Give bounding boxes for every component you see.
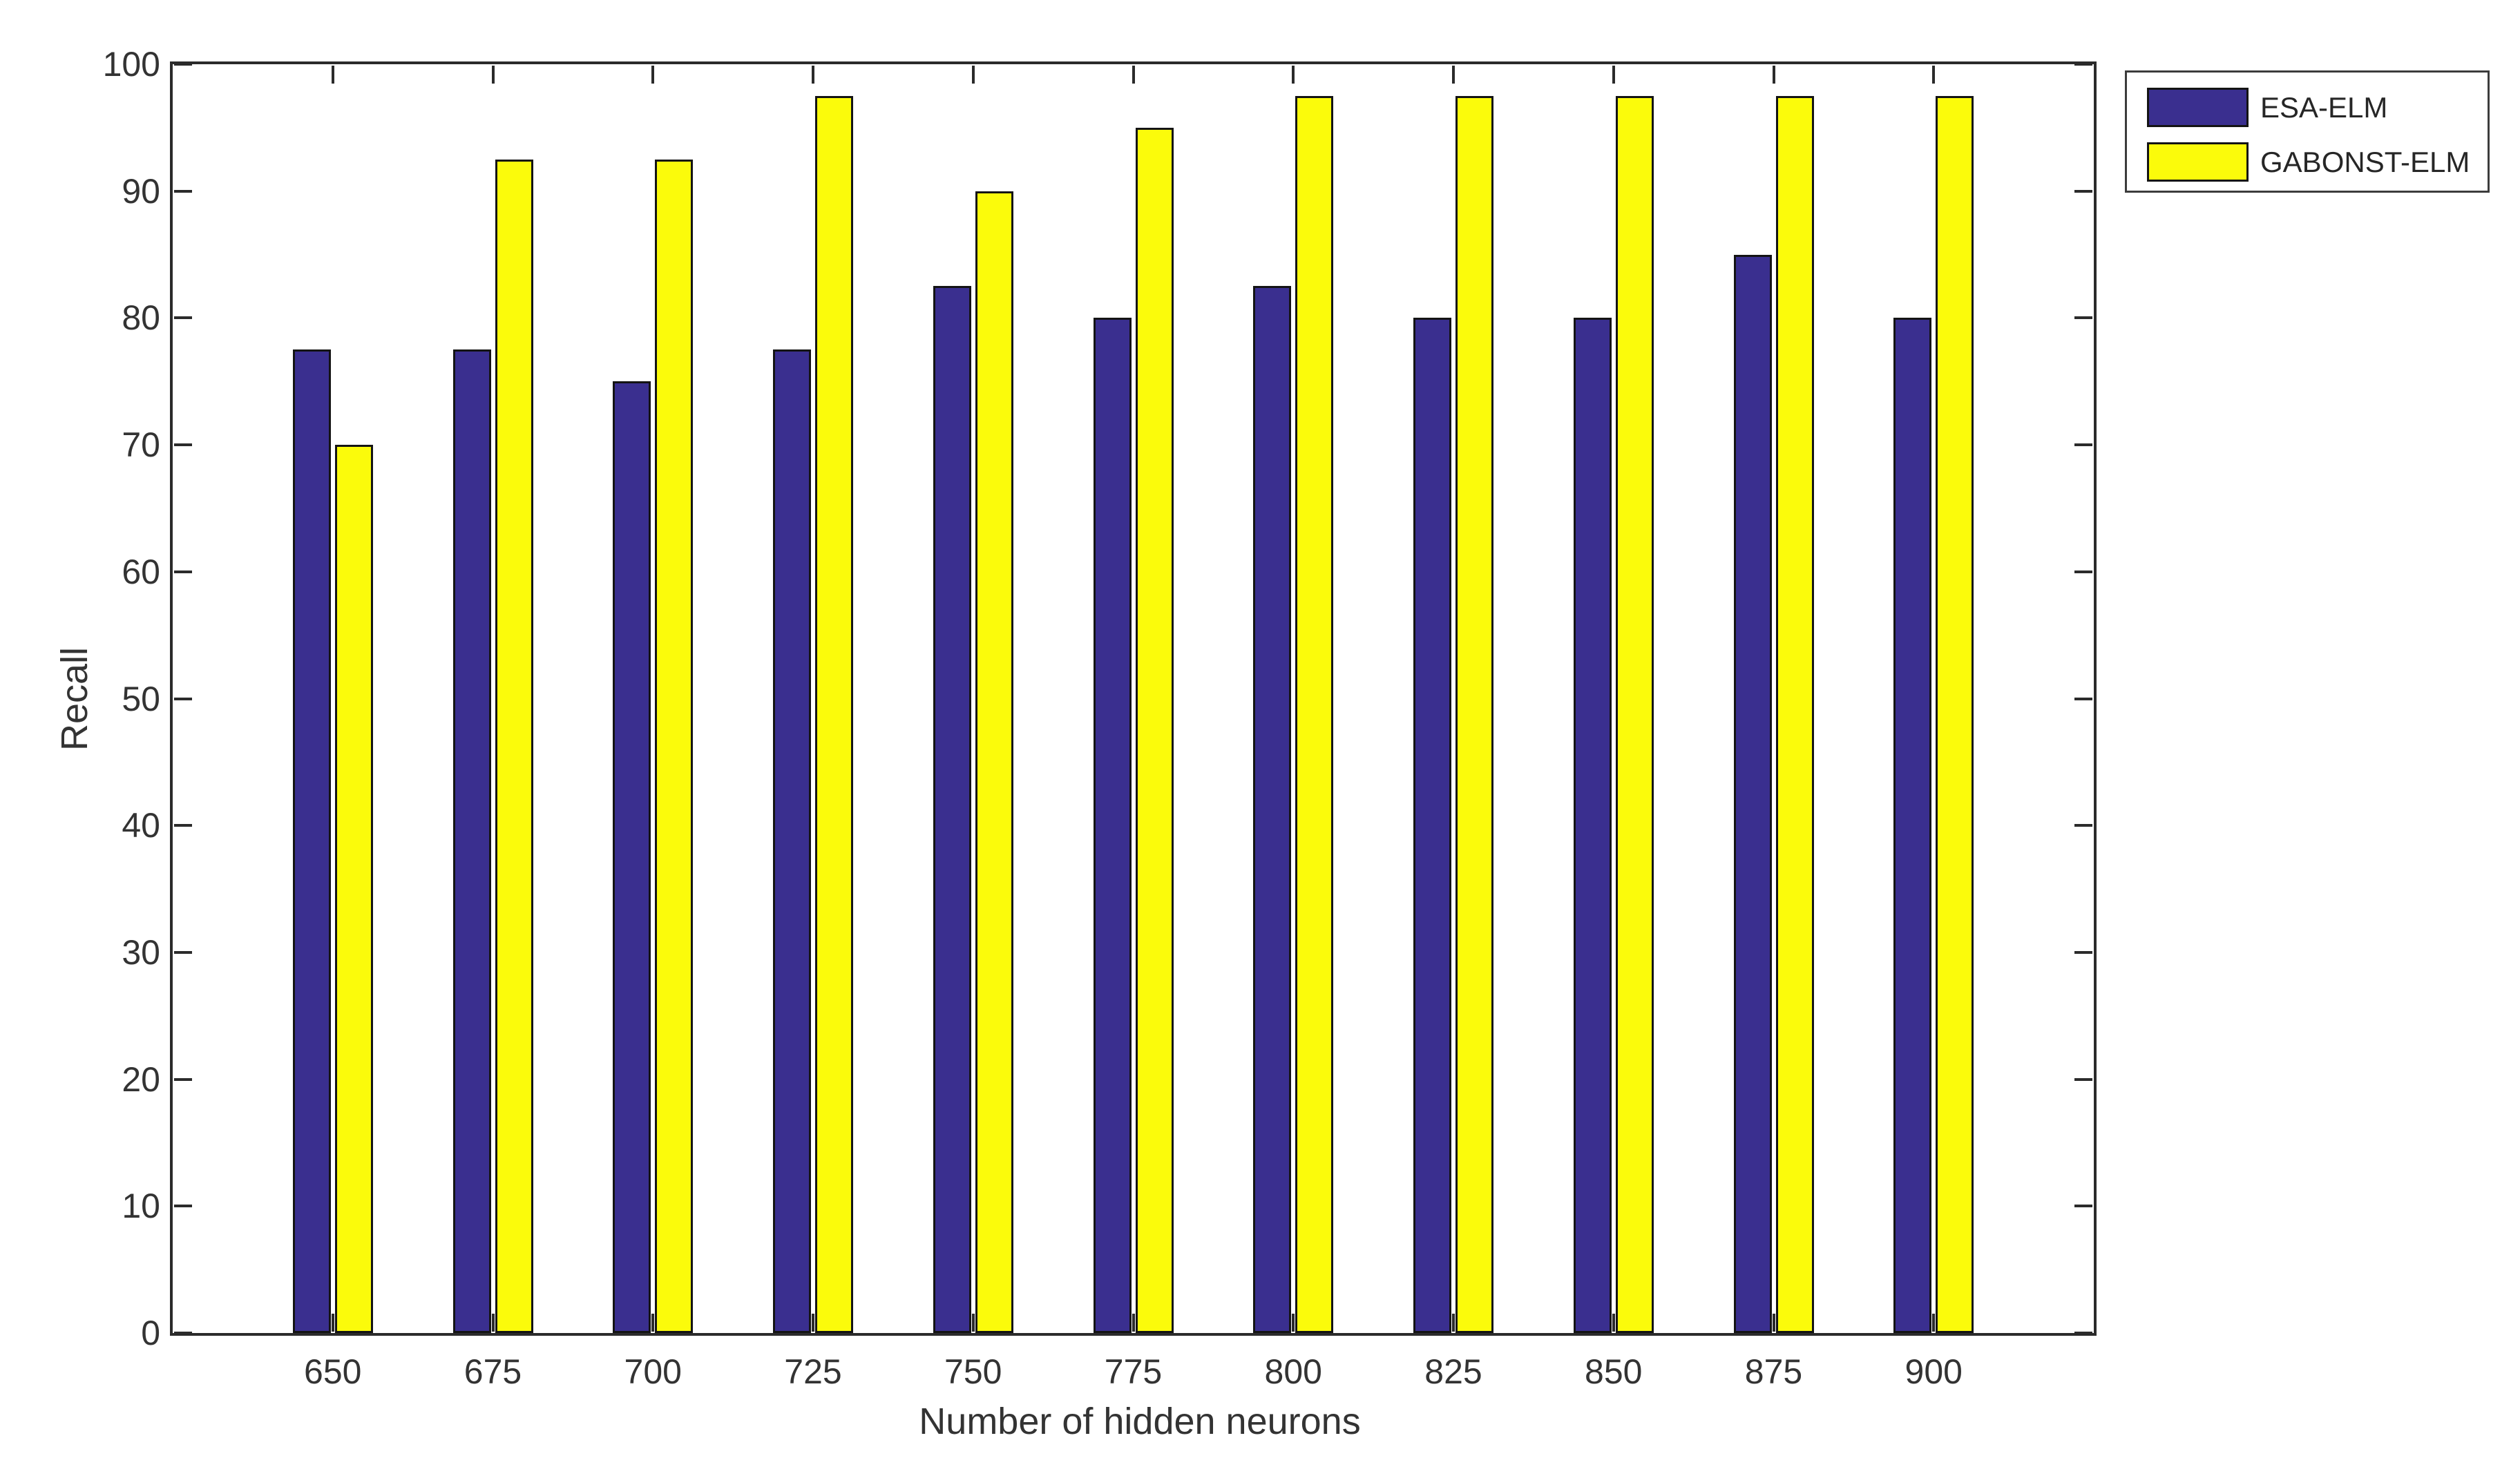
y-tick-label-20: 20: [122, 1060, 160, 1099]
x-tick-label-775: 775: [1104, 1352, 1163, 1391]
x-tick-label-850: 850: [1585, 1352, 1643, 1391]
y-tick-label-60: 60: [122, 552, 160, 591]
legend: ESA-ELM GABONST-ELM: [2125, 70, 2490, 193]
plot-area: [170, 61, 2097, 1336]
x-tick-label-750: 750: [944, 1352, 1002, 1391]
y-tick-label-30: 30: [122, 932, 160, 972]
y-tick-label-100: 100: [102, 45, 160, 84]
legend-label-esa-elm: ESA-ELM: [2260, 91, 2388, 124]
x-tick-label-700: 700: [624, 1352, 682, 1391]
x-tick-label-650: 650: [304, 1352, 362, 1391]
x-axis-title: Number of hidden neurons: [919, 1401, 1361, 1442]
x-tick-label-800: 800: [1264, 1352, 1322, 1391]
y-tick-label-10: 10: [122, 1187, 160, 1226]
legend-swatch-gabonst-elm: [2147, 142, 2249, 182]
x-tick-label-825: 825: [1424, 1352, 1482, 1391]
x-tick-label-875: 875: [1744, 1352, 1803, 1391]
y-tick-label-0: 0: [141, 1314, 160, 1352]
legend-swatch-esa-elm: [2147, 88, 2249, 127]
legend-label-gabonst-elm: GABONST-ELM: [2260, 146, 2470, 178]
y-axis-title: Recall: [54, 646, 95, 751]
y-tick-label-70: 70: [122, 425, 160, 465]
x-tick-label-900: 900: [1905, 1352, 1963, 1391]
y-tick-label-40: 40: [122, 806, 160, 845]
y-tick-label-80: 80: [122, 298, 160, 338]
x-tick-label-725: 725: [784, 1352, 842, 1391]
x-tick-label-675: 675: [464, 1352, 522, 1391]
y-tick-label-90: 90: [122, 171, 160, 211]
